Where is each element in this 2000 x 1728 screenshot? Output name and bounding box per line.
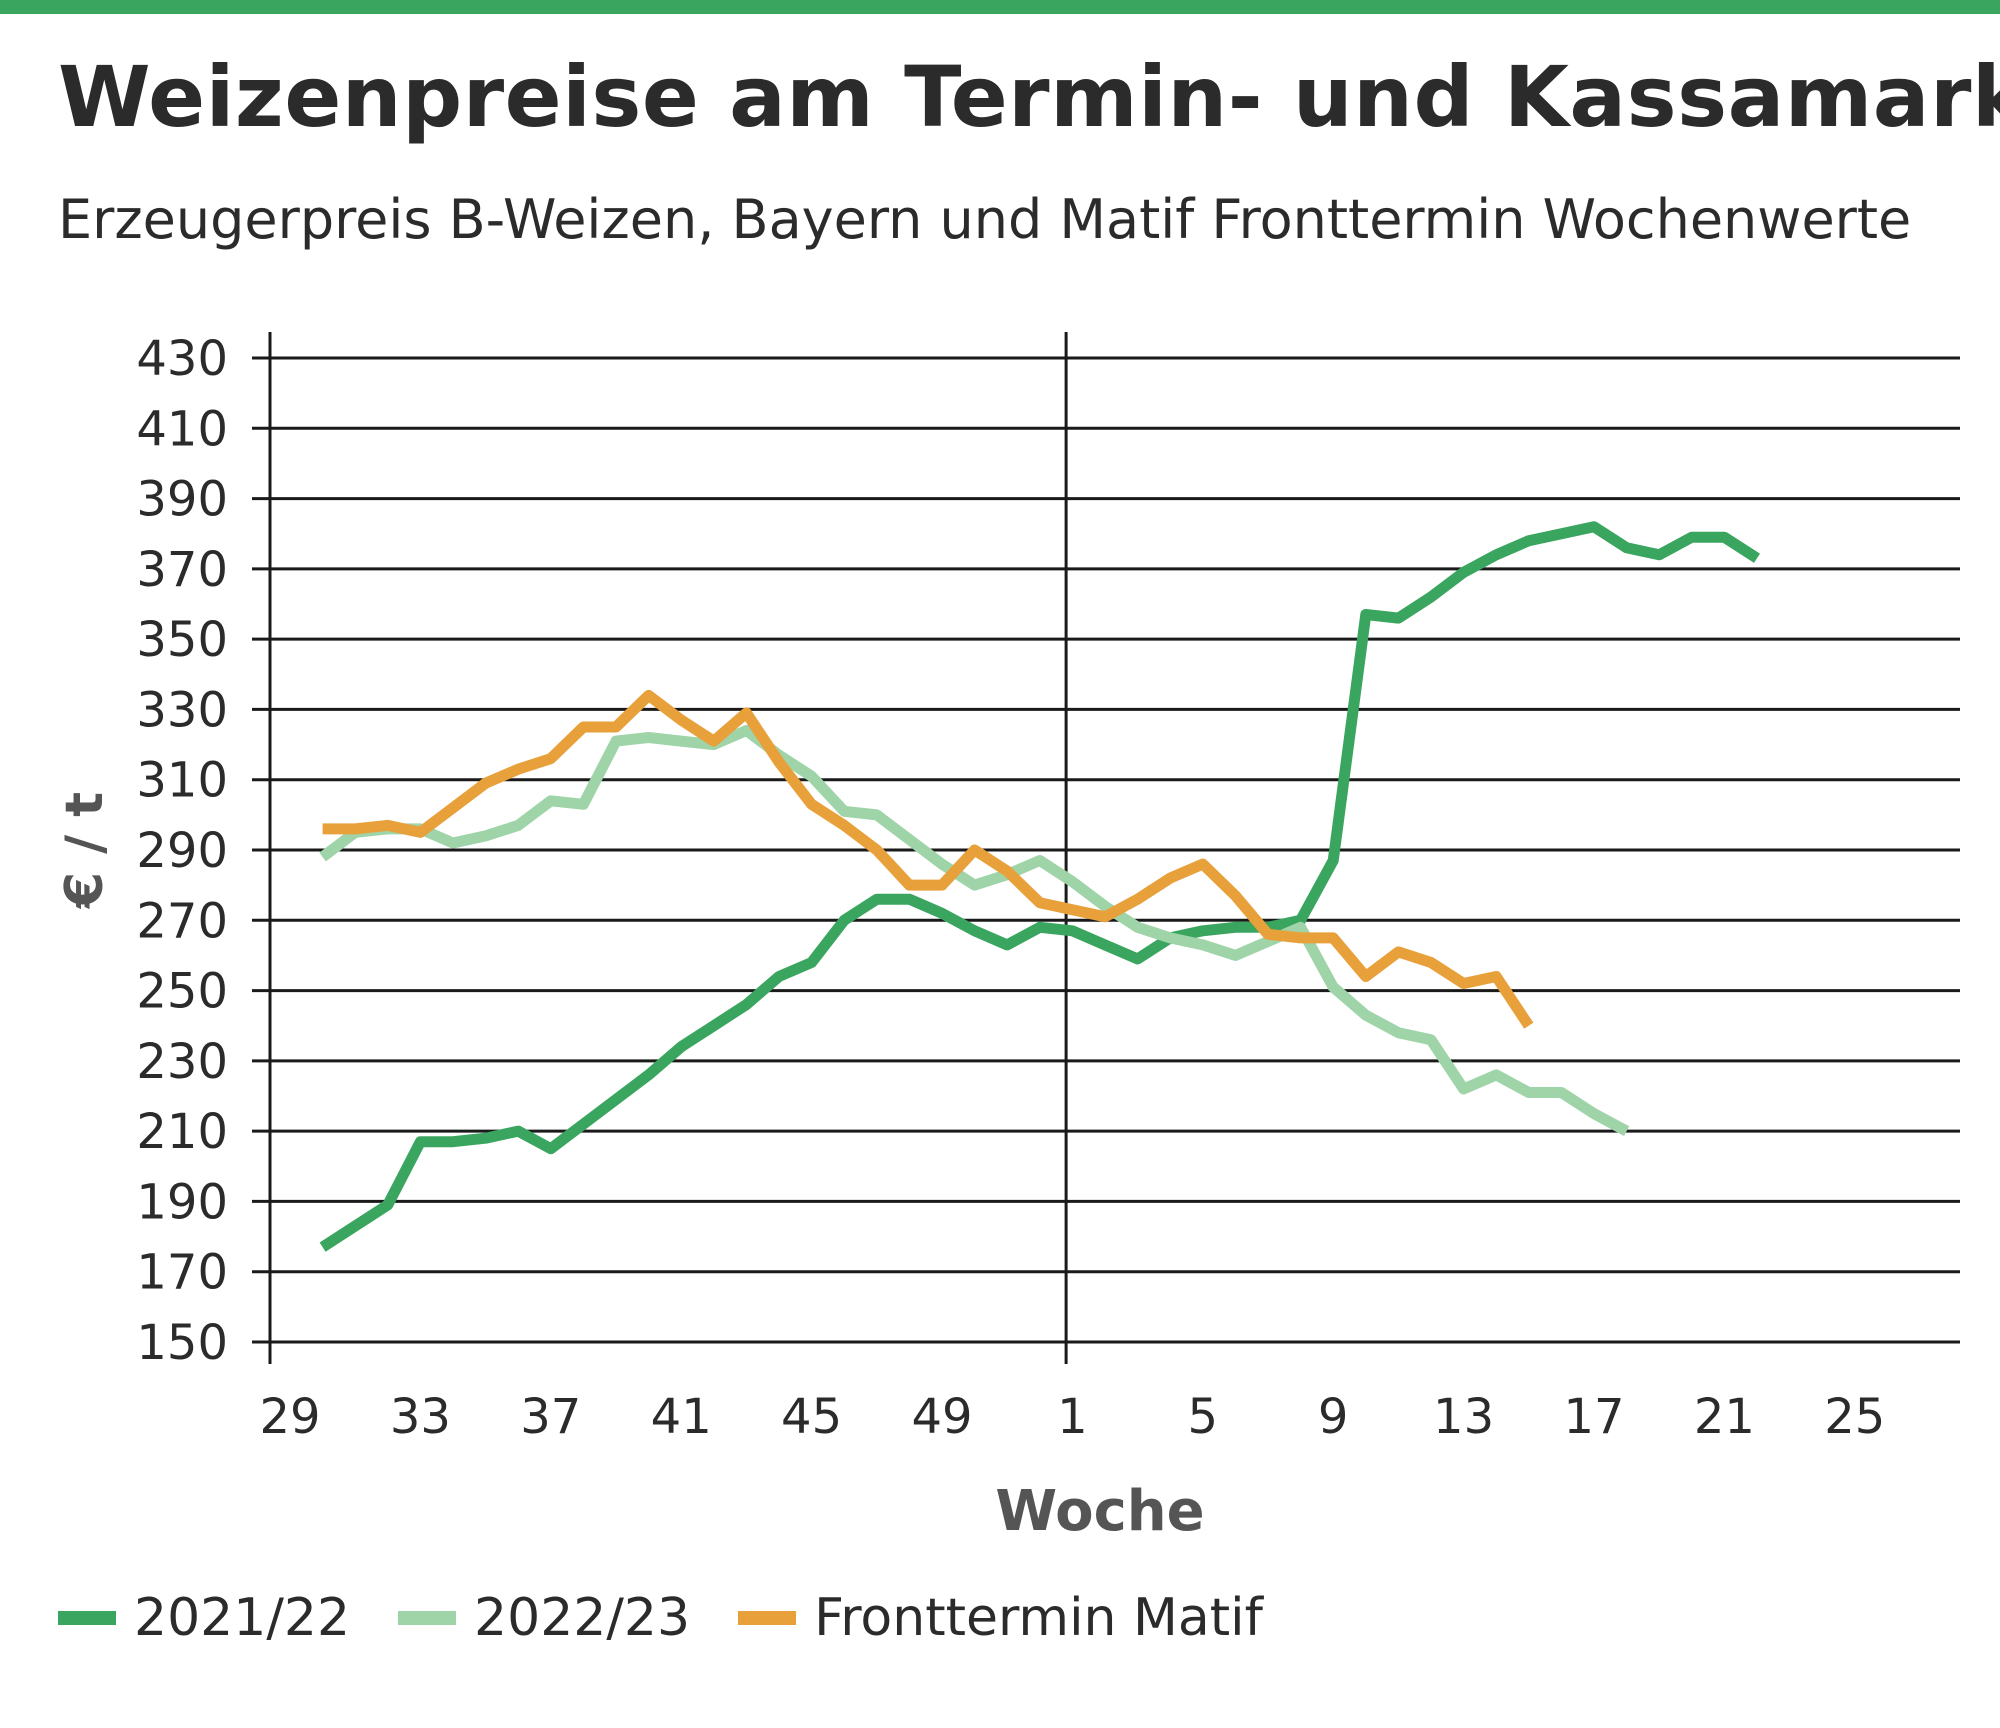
y-tick-label: 310 (136, 753, 228, 809)
x-tick-label: 33 (390, 1389, 451, 1445)
legend-swatch (58, 1611, 116, 1625)
legend-swatch (398, 1611, 457, 1625)
legend-item-2022-23: 2022/23 (398, 1588, 690, 1648)
x-tick-label: 45 (781, 1389, 842, 1445)
legend-swatch (738, 1611, 797, 1625)
y-tick-label: 390 (136, 472, 228, 528)
x-tick-label: 13 (1433, 1389, 1494, 1445)
x-tick-label: 17 (1563, 1389, 1624, 1445)
y-tick-label: 270 (136, 893, 228, 949)
legend-item-matif: Fronttermin Matif (738, 1588, 1263, 1648)
y-tick-label: 210 (136, 1104, 228, 1160)
chart-legend: 2021/22 2022/23 Fronttermin Matif (58, 1588, 1311, 1648)
x-tick-label: 9 (1318, 1389, 1349, 1445)
y-tick-label: 250 (136, 964, 228, 1020)
series-line-matif (322, 689, 1534, 1029)
series-line-2022-23 (319, 725, 1630, 1136)
x-axis-label: Woche (995, 1479, 1204, 1544)
x-tick-label: 25 (1824, 1389, 1885, 1445)
y-tick-label: 170 (136, 1245, 228, 1301)
legend-item-2021-22: 2021/22 (58, 1588, 350, 1648)
legend-label: 2022/23 (474, 1588, 691, 1648)
y-tick-label: 370 (136, 542, 228, 598)
x-tick-label: 37 (520, 1389, 581, 1445)
chart-title: Weizenpreise am Termin- und Kassamarkt (58, 48, 2000, 146)
y-tick-label: 150 (136, 1315, 228, 1371)
y-tick-label: 330 (136, 682, 228, 738)
y-tick-label: 190 (136, 1174, 228, 1230)
y-axis-label: € / t (55, 792, 115, 909)
y-tick-label: 410 (136, 401, 228, 457)
legend-label: Fronttermin Matif (814, 1588, 1263, 1648)
y-tick-label: 350 (136, 612, 228, 668)
x-tick-label: 5 (1188, 1389, 1219, 1445)
x-tick-label: 1 (1057, 1389, 1088, 1445)
x-tick-label: 29 (259, 1389, 320, 1445)
y-tick-label: 230 (136, 1034, 228, 1090)
x-tick-label: 21 (1694, 1389, 1755, 1445)
legend-label: 2021/22 (134, 1588, 351, 1648)
y-tick-label: 290 (136, 823, 228, 879)
top-accent-bar (0, 0, 2000, 14)
chart-subtitle: Erzeugerpreis B-Weizen, Bayern und Matif… (58, 188, 1912, 251)
series-line-2021-22 (319, 521, 1760, 1252)
x-tick-label: 49 (911, 1389, 972, 1445)
y-tick-label: 430 (136, 331, 228, 387)
x-tick-label: 41 (651, 1389, 712, 1445)
